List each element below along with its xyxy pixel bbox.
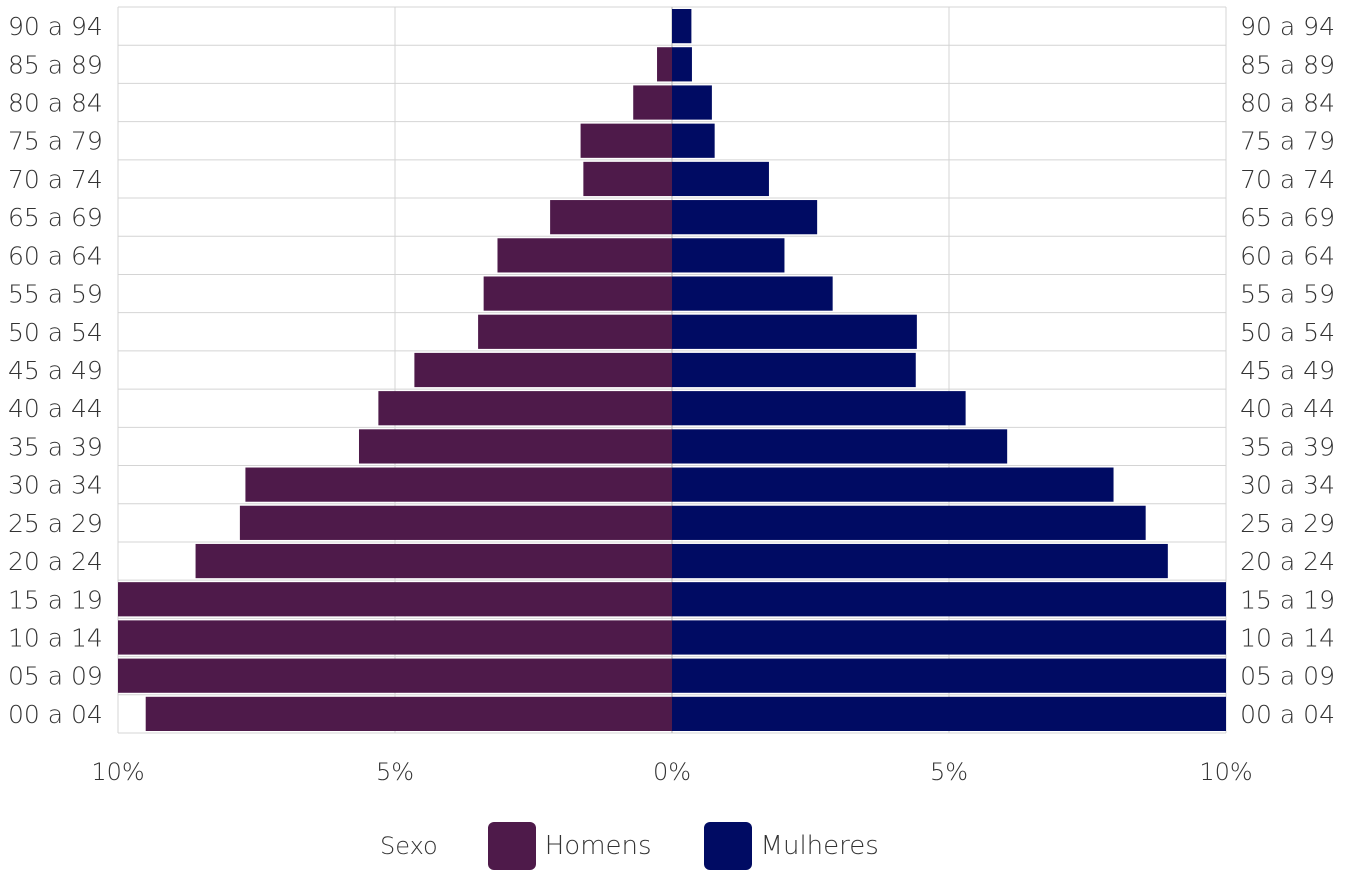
y-tick-label-right: 55 a 59 [1240, 280, 1335, 309]
y-tick-label-left: 10 a 14 [8, 623, 103, 652]
x-tick-label: 5% [930, 758, 968, 786]
y-tick-label-left: 55 a 59 [8, 280, 103, 309]
bar-mulheres [672, 123, 715, 158]
bar-mulheres [672, 47, 692, 82]
bar-mulheres [672, 543, 1168, 579]
y-tick-label-left: 35 a 39 [8, 432, 103, 461]
y-tick-label-right: 90 a 94 [1240, 12, 1335, 41]
bar-homens [118, 582, 672, 617]
bar-homens [118, 620, 672, 655]
bar-mulheres [672, 467, 1114, 502]
bar-mulheres [672, 85, 712, 120]
legend-swatch-homens [487, 822, 536, 870]
y-tick-label-left: 70 a 74 [8, 165, 103, 194]
x-tick-label: 10% [1199, 758, 1252, 786]
y-axis-right-labels: 00 a 04 05 a 09 10 a 14 15 a 19 20 a 24 25 a … [1240, 12, 1335, 729]
bar-mulheres [672, 161, 769, 197]
y-tick-label-left: 50 a 54 [8, 318, 103, 347]
bar-homens [583, 161, 672, 197]
bar-mulheres [672, 582, 1226, 617]
bar-homens [239, 505, 672, 540]
x-tick-label: 5% [376, 758, 414, 786]
legend-label-mulheres: Mulheres [760, 831, 879, 861]
x-axis-labels: 10% 5% 0% 5% 10% [91, 758, 1252, 786]
legend: Sexo Homens Mulheres [380, 822, 931, 870]
bar-mulheres [672, 505, 1146, 540]
y-tick-label-right: 15 a 19 [1240, 585, 1335, 614]
legend-title: Sexo [380, 832, 438, 860]
y-tick-label-right: 35 a 39 [1240, 432, 1335, 461]
bar-homens [358, 429, 672, 464]
bar-mulheres [672, 314, 917, 349]
bar-homens [497, 238, 672, 273]
y-tick-label-right: 30 a 34 [1240, 471, 1335, 500]
y-tick-label-left: 05 a 09 [8, 662, 103, 691]
legend-label-homens: Homens [544, 831, 652, 861]
bar-homens [478, 314, 672, 349]
bar-mulheres [672, 352, 916, 388]
y-tick-label-left: 30 a 34 [8, 471, 103, 500]
bar-mulheres [672, 620, 1226, 655]
y-tick-label-left: 25 a 29 [8, 509, 103, 538]
y-tick-label-right: 25 a 29 [1240, 509, 1335, 538]
y-tick-label-right: 85 a 89 [1240, 50, 1335, 79]
y-tick-label-left: 65 a 69 [8, 203, 103, 232]
bar-mulheres [672, 276, 833, 311]
bar-mulheres [672, 200, 818, 235]
bar-homens [195, 543, 672, 579]
bar-homens [657, 47, 672, 82]
bar-homens [483, 276, 672, 311]
y-tick-label-left: 60 a 64 [8, 241, 103, 270]
y-tick-label-left: 00 a 04 [8, 700, 103, 729]
y-tick-label-left: 20 a 24 [8, 547, 103, 576]
legend-swatch-mulheres [703, 822, 752, 870]
bar-homens [245, 467, 673, 502]
y-tick-label-right: 05 a 09 [1240, 662, 1335, 691]
y-tick-label-right: 20 a 24 [1240, 547, 1335, 576]
y-tick-label-right: 00 a 04 [1240, 700, 1335, 729]
bar-mulheres [672, 658, 1226, 693]
y-axis-left-labels: 00 a 04 05 a 09 10 a 14 15 a 19 20 a 24 25 a … [8, 12, 103, 729]
bar-mulheres [672, 238, 785, 273]
y-tick-label-left: 90 a 94 [8, 12, 103, 41]
y-tick-label-right: 65 a 69 [1240, 203, 1335, 232]
y-tick-label-right: 60 a 64 [1240, 241, 1335, 270]
y-tick-label-right: 40 a 44 [1240, 394, 1335, 423]
bar-homens [118, 658, 672, 693]
bar-homens [633, 85, 672, 120]
y-tick-label-left: 40 a 44 [8, 394, 103, 423]
y-tick-label-right: 50 a 54 [1240, 318, 1335, 347]
legend-item-homens: Homens [487, 822, 652, 870]
bar-mulheres [672, 9, 692, 44]
bar-homens [145, 696, 672, 731]
y-tick-label-right: 70 a 74 [1240, 165, 1335, 194]
y-tick-label-right: 80 a 84 [1240, 89, 1335, 118]
bar-homens [378, 391, 672, 426]
gridlines [117, 6, 1227, 734]
y-tick-label-right: 75 a 79 [1240, 127, 1335, 156]
x-tick-label: 0% [653, 758, 691, 786]
bar-mulheres [672, 391, 966, 426]
bar-mulheres [672, 696, 1226, 731]
legend-item-mulheres: Mulheres [703, 822, 879, 870]
y-tick-label-left: 45 a 49 [8, 356, 103, 385]
y-tick-label-left: 80 a 84 [8, 89, 103, 118]
bar-homens [414, 352, 672, 388]
bar-homens [580, 123, 672, 158]
y-tick-label-right: 10 a 14 [1240, 623, 1335, 652]
bar-homens [550, 200, 672, 235]
x-tick-label: 10% [91, 758, 144, 786]
y-tick-label-right: 45 a 49 [1240, 356, 1335, 385]
y-tick-label-left: 85 a 89 [8, 50, 103, 79]
y-tick-label-left: 75 a 79 [8, 127, 103, 156]
bars [118, 9, 1226, 731]
bar-mulheres [672, 429, 1008, 464]
y-tick-label-left: 15 a 19 [8, 585, 103, 614]
